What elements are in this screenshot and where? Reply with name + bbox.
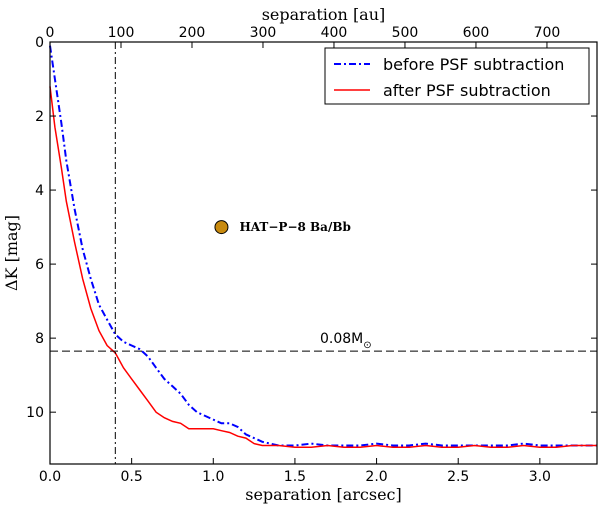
companion-marker [214,220,229,235]
x-axis-title: separation [arcsec] [245,485,402,504]
top-tick-label: 200 [179,25,206,41]
x-tick-label: 0.5 [121,469,143,485]
x-tick-label: 1.0 [202,469,224,485]
top-tick-label: 100 [108,25,135,41]
plot-frame [49,41,598,465]
top-tick-label: 0 [46,25,55,41]
x-tick-label: 3.0 [529,469,551,485]
legend-box [324,47,590,105]
top-tick-label: 700 [534,25,561,41]
top-tick-label: 300 [250,25,277,41]
mass-limit-value: 0.08M [320,331,363,347]
legend-label-before: before PSF subtraction [383,55,564,74]
x-tick-label: 2.5 [447,469,469,485]
top-tick-label: 600 [463,25,490,41]
y-tick-label: 8 [35,331,44,347]
y-axis-title: ΔK [mag] [2,215,21,291]
top-tick-label: 500 [392,25,419,41]
top-tick-label: 400 [321,25,348,41]
y-tick-label: 4 [35,183,44,199]
series-layer [49,45,597,449]
top-axis-title: separation [au] [262,5,386,24]
series-0-line [49,45,597,447]
legend: before PSF subtraction after PSF subtrac… [324,47,590,105]
x-tick-label: 0.0 [39,469,61,485]
series-1-line [49,86,597,449]
y-tick-label: 0 [35,35,44,51]
reference-lines [50,42,597,464]
x-tick-label: 2.0 [365,469,387,485]
y-tick-label: 10 [26,405,44,421]
mass-limit-label: 0.08M⊙ [320,331,372,351]
companion-label: HAT−P−8 Ba/Bb [239,220,350,234]
ticks: 0.0 0.5 1.0 1.5 2.0 2.5 3.00 100 200 300 400 500 600… [26,25,597,485]
legend-label-after: after PSF subtraction [383,81,551,100]
x-tick-label: 1.5 [284,469,306,485]
y-tick-label: 6 [35,257,44,273]
y-tick-label: 2 [35,109,44,125]
mass-limit-sub: ⊙ [363,340,371,351]
